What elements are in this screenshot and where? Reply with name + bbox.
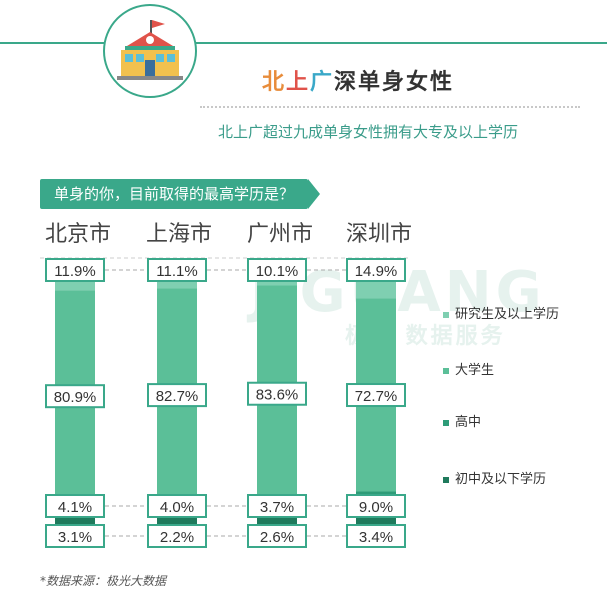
legend-label: 高中	[455, 414, 481, 429]
value-label-box	[45, 494, 105, 518]
title-part: 上	[286, 70, 311, 95]
source-note: *数据来源：极光大数据	[40, 574, 167, 588]
value-label-box	[247, 494, 307, 518]
value-label-box	[346, 524, 406, 548]
value-label: 2.6%	[260, 529, 294, 546]
value-label-box	[45, 258, 105, 282]
page-title: 北上广深单身女性	[262, 64, 454, 96]
value-label-box	[346, 383, 406, 408]
legend-swatch	[443, 368, 449, 374]
school-icon	[103, 4, 197, 98]
question-banner: 单身的你，目前取得的最高学历是？	[40, 179, 321, 209]
value-label-box	[147, 383, 207, 408]
title-part: 北	[262, 70, 287, 95]
value-label-box	[247, 258, 307, 282]
category-label: 深圳市	[346, 222, 413, 247]
subtitle: 北上广超过九成单身女性拥有大专及以上学历	[218, 123, 519, 141]
header-dotted-divider	[200, 106, 580, 108]
title-part: 广	[310, 70, 335, 95]
value-label: 3.4%	[359, 529, 393, 546]
value-label-box	[147, 494, 207, 518]
legend-swatch	[443, 312, 449, 318]
value-label-box	[147, 258, 207, 282]
value-label: 3.7%	[260, 499, 294, 516]
category-label: 广州市	[247, 222, 314, 247]
legend-label: 研究生及以上学历	[455, 306, 559, 321]
value-label: 80.9%	[54, 389, 97, 406]
value-label: 4.0%	[160, 499, 194, 516]
category-label: 上海市	[146, 222, 213, 247]
legend-swatch	[443, 420, 449, 426]
legend-swatch	[443, 477, 449, 483]
value-label: 83.6%	[256, 387, 299, 404]
value-label-box	[346, 258, 406, 282]
category-label: 北京市	[45, 222, 112, 247]
value-label-box	[247, 524, 307, 548]
value-label: 4.1%	[58, 499, 92, 516]
value-label: 2.2%	[160, 529, 194, 546]
value-label: 72.7%	[355, 388, 398, 405]
value-label: 10.1%	[256, 263, 299, 280]
legend-label: 初中及以下学历	[455, 471, 546, 486]
legend-label: 大学生	[455, 362, 494, 377]
value-label-box	[247, 381, 307, 406]
value-label-box	[45, 524, 105, 548]
header-rule	[0, 42, 607, 44]
value-label-box	[147, 524, 207, 548]
value-label: 11.9%	[54, 263, 95, 280]
title-part: 深单身女性	[334, 70, 455, 95]
value-label: 3.1%	[58, 529, 92, 546]
value-label: 11.1%	[156, 263, 197, 280]
value-label-box	[45, 384, 105, 409]
value-label: 14.9%	[355, 263, 398, 280]
value-label: 82.7%	[156, 388, 199, 405]
value-label-box	[346, 494, 406, 518]
value-label: 9.0%	[359, 499, 393, 516]
